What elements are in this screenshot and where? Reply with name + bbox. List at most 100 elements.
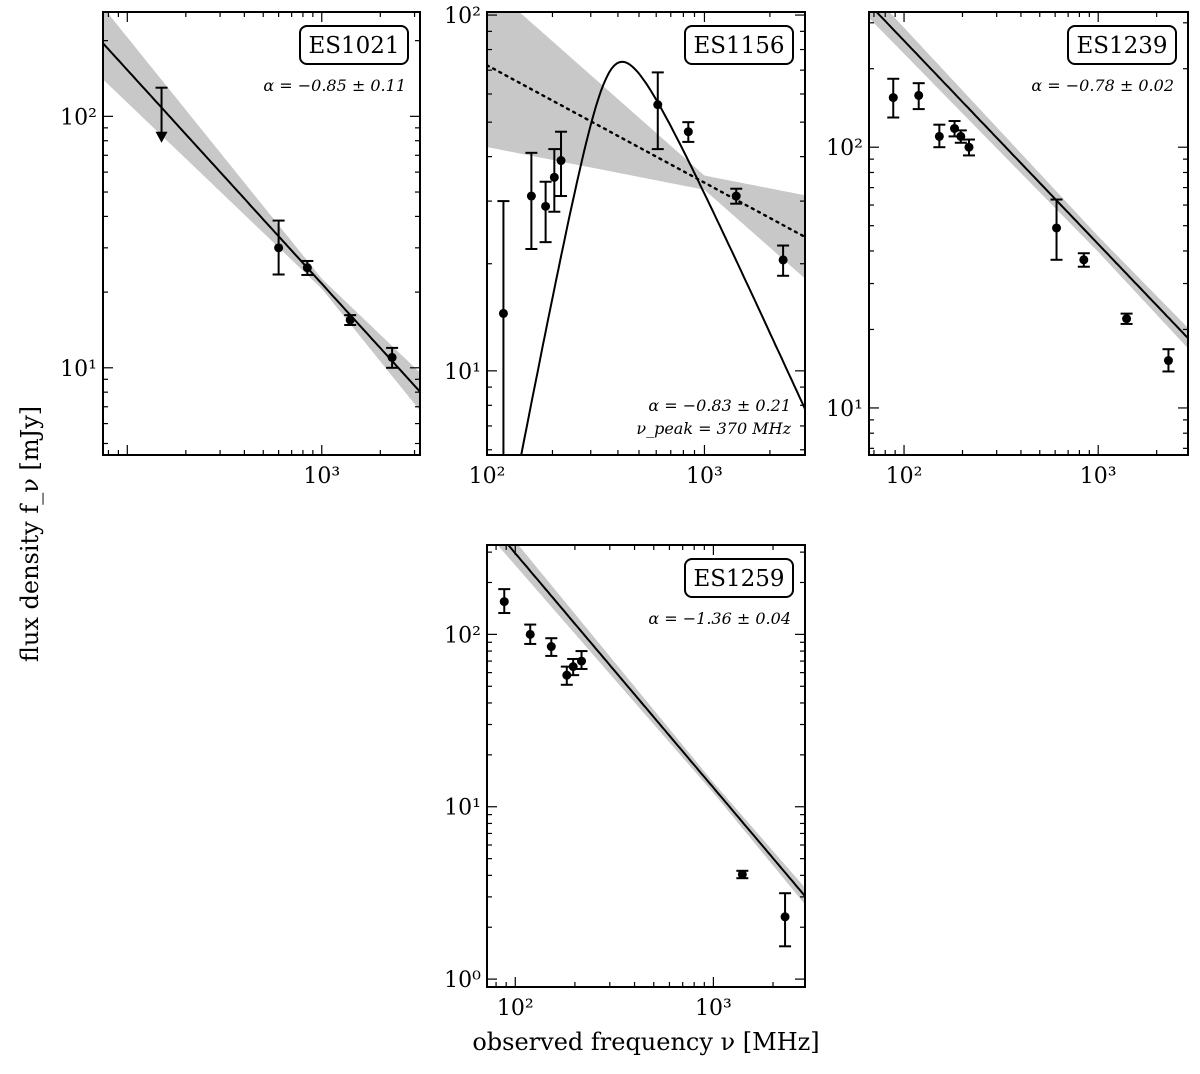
data-marker [499, 597, 509, 607]
data-point [524, 623, 537, 645]
panel-title: ES1239 [1076, 33, 1167, 59]
data-point [912, 82, 925, 111]
axis-ticks [487, 545, 805, 988]
chart-panel-es1259: 10² 10³ 10⁰ 10¹ 10² ES1259 α = −1.36 ± 0.04 [444, 544, 806, 1021]
chart-panel-es1156: 10² 10³ 10¹ 10² ES1156 α = −0.83 ± 0.21 ν_peak… [444, 4, 806, 489]
data-marker [274, 243, 284, 253]
data-marker [345, 315, 355, 325]
data-marker [888, 93, 898, 103]
data-marker [1079, 255, 1089, 265]
data-marker [1052, 223, 1062, 233]
fit-annotation: α = −1.36 ± 0.04 [648, 609, 791, 628]
data-marker [1122, 314, 1132, 324]
data-point [548, 148, 561, 213]
chart-panel-es1239: 10² 10³ 10¹ 10² ES1239 α = −0.78 ± 0.02 [826, 11, 1189, 489]
plot-area [103, 12, 420, 411]
data-marker [556, 156, 566, 166]
data-marker [778, 255, 788, 265]
y-tick-label: 10² [444, 4, 481, 29]
data-point [272, 219, 285, 276]
data-point [1077, 252, 1090, 268]
data-marker [731, 191, 741, 201]
y-tick-label: 10² [826, 136, 863, 161]
plot-area [487, 12, 805, 455]
fit-annotation: α = −0.85 ± 0.11 [263, 76, 406, 95]
data-point [887, 77, 900, 119]
x-tick-label: 10² [497, 996, 534, 1021]
data-point [730, 187, 743, 205]
data-point [779, 892, 792, 948]
data-marker [737, 869, 747, 879]
data-marker [780, 912, 790, 922]
data-point [555, 130, 568, 198]
axes-frame [102, 11, 421, 456]
panel-title-box [684, 25, 794, 65]
data-point [525, 151, 538, 251]
powerlaw-fit-line [506, 545, 805, 897]
peaked-fit-curve [520, 60, 805, 455]
x-tick-label: 10³ [1080, 464, 1117, 489]
fit-annotation: α = −0.83 ± 0.21 [648, 396, 791, 415]
data-marker [546, 642, 556, 652]
data-marker [683, 127, 693, 137]
axes-frame [486, 544, 806, 988]
data-marker [562, 670, 572, 680]
data-point [301, 259, 314, 276]
data-marker [302, 263, 312, 273]
data-marker [934, 131, 944, 141]
panel-title-box [1067, 25, 1177, 65]
y-tick-label: 10² [60, 105, 97, 130]
data-marker [498, 308, 508, 318]
y-tick-label: 10¹ [444, 796, 481, 821]
axis-ticks [486, 12, 805, 455]
y-tick-label: 10¹ [60, 357, 97, 382]
y-tick-label: 10⁰ [444, 968, 481, 993]
upper-limit-marker [155, 86, 168, 143]
fit-confidence-band [487, 12, 805, 279]
panel-title: ES1156 [693, 33, 784, 59]
data-marker [549, 172, 559, 182]
upper-limit-arrow [155, 131, 168, 143]
data-marker [950, 123, 960, 133]
fit-confidence-band [103, 12, 420, 411]
data-point [498, 588, 511, 615]
panel-title: ES1259 [693, 566, 784, 592]
data-point [736, 869, 749, 880]
powerlaw-fit-line [875, 12, 1188, 339]
data-marker [541, 201, 551, 211]
data-point [1162, 348, 1175, 373]
data-point [777, 244, 790, 277]
plot-area [869, 12, 1188, 373]
fit-annotation: ν_peak = 370 MHz [636, 419, 791, 438]
data-point [539, 180, 552, 244]
plot-area [497, 545, 805, 948]
panel-title-box [299, 25, 409, 65]
x-tick-label: 10² [469, 464, 506, 489]
data-point [344, 314, 357, 326]
data-marker [653, 100, 663, 110]
data-marker [964, 142, 974, 152]
data-point [651, 71, 664, 151]
fit-annotation: α = −0.78 ± 0.02 [1031, 76, 1174, 95]
powerlaw-fit-line [103, 42, 420, 393]
data-marker [1163, 356, 1173, 366]
data-point [933, 123, 946, 149]
axes-frame [868, 11, 1189, 456]
data-point [682, 121, 695, 143]
y-tick-label: 10² [444, 623, 481, 648]
data-point [497, 200, 510, 455]
x-tick-label: 10³ [686, 464, 723, 489]
panel-title-box [684, 558, 794, 598]
data-point [545, 637, 558, 657]
y-tick-label: 10¹ [826, 397, 863, 422]
data-marker [525, 629, 535, 639]
y-tick-label: 10¹ [444, 360, 481, 385]
data-point [567, 657, 580, 677]
data-point [962, 138, 975, 157]
data-marker [577, 656, 587, 666]
x-tick-label: 10³ [695, 996, 732, 1021]
data-marker [914, 90, 924, 100]
fit-confidence-band [869, 12, 1188, 349]
x-axis-label: observed frequency ν [MHz] [472, 1028, 820, 1056]
